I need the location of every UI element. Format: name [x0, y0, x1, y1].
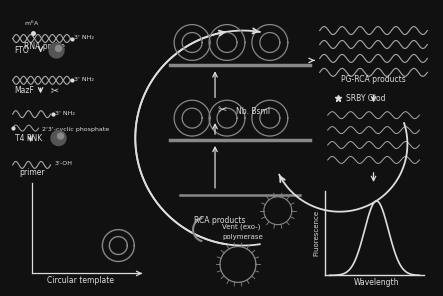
Text: Wavelength: Wavelength	[354, 278, 399, 287]
Text: ✂: ✂	[218, 105, 227, 115]
Text: 3' NH₂: 3' NH₂	[74, 77, 94, 82]
Text: Circular template: Circular template	[47, 276, 114, 285]
Circle shape	[51, 131, 66, 146]
Text: Nb. BsmI: Nb. BsmI	[236, 107, 270, 116]
Text: T4 PNK: T4 PNK	[15, 133, 42, 143]
Text: 3' NH₂: 3' NH₂	[54, 111, 74, 116]
Text: FTO: FTO	[15, 46, 29, 55]
Text: m$^6$A: m$^6$A	[24, 18, 39, 28]
Text: Fluorescence: Fluorescence	[314, 210, 320, 256]
Circle shape	[58, 133, 63, 139]
Text: SRBY Glod: SRBY Glod	[346, 94, 385, 103]
Text: Vent (exo-): Vent (exo-)	[222, 223, 260, 230]
Text: polymerase: polymerase	[222, 234, 263, 239]
Text: primer: primer	[19, 168, 44, 177]
Text: RNA probe: RNA probe	[24, 42, 65, 52]
Text: 3' NH₂: 3' NH₂	[74, 35, 94, 40]
Text: PG-RCA products: PG-RCA products	[341, 75, 406, 84]
Text: ✂: ✂	[51, 85, 58, 95]
Text: RCA products: RCA products	[194, 216, 246, 225]
Text: MazF: MazF	[15, 86, 35, 95]
Circle shape	[49, 43, 64, 58]
Text: 3'-OH: 3'-OH	[54, 161, 73, 166]
Circle shape	[55, 46, 62, 52]
Text: 2'3'-cyclic phosphate: 2'3'-cyclic phosphate	[42, 127, 109, 132]
